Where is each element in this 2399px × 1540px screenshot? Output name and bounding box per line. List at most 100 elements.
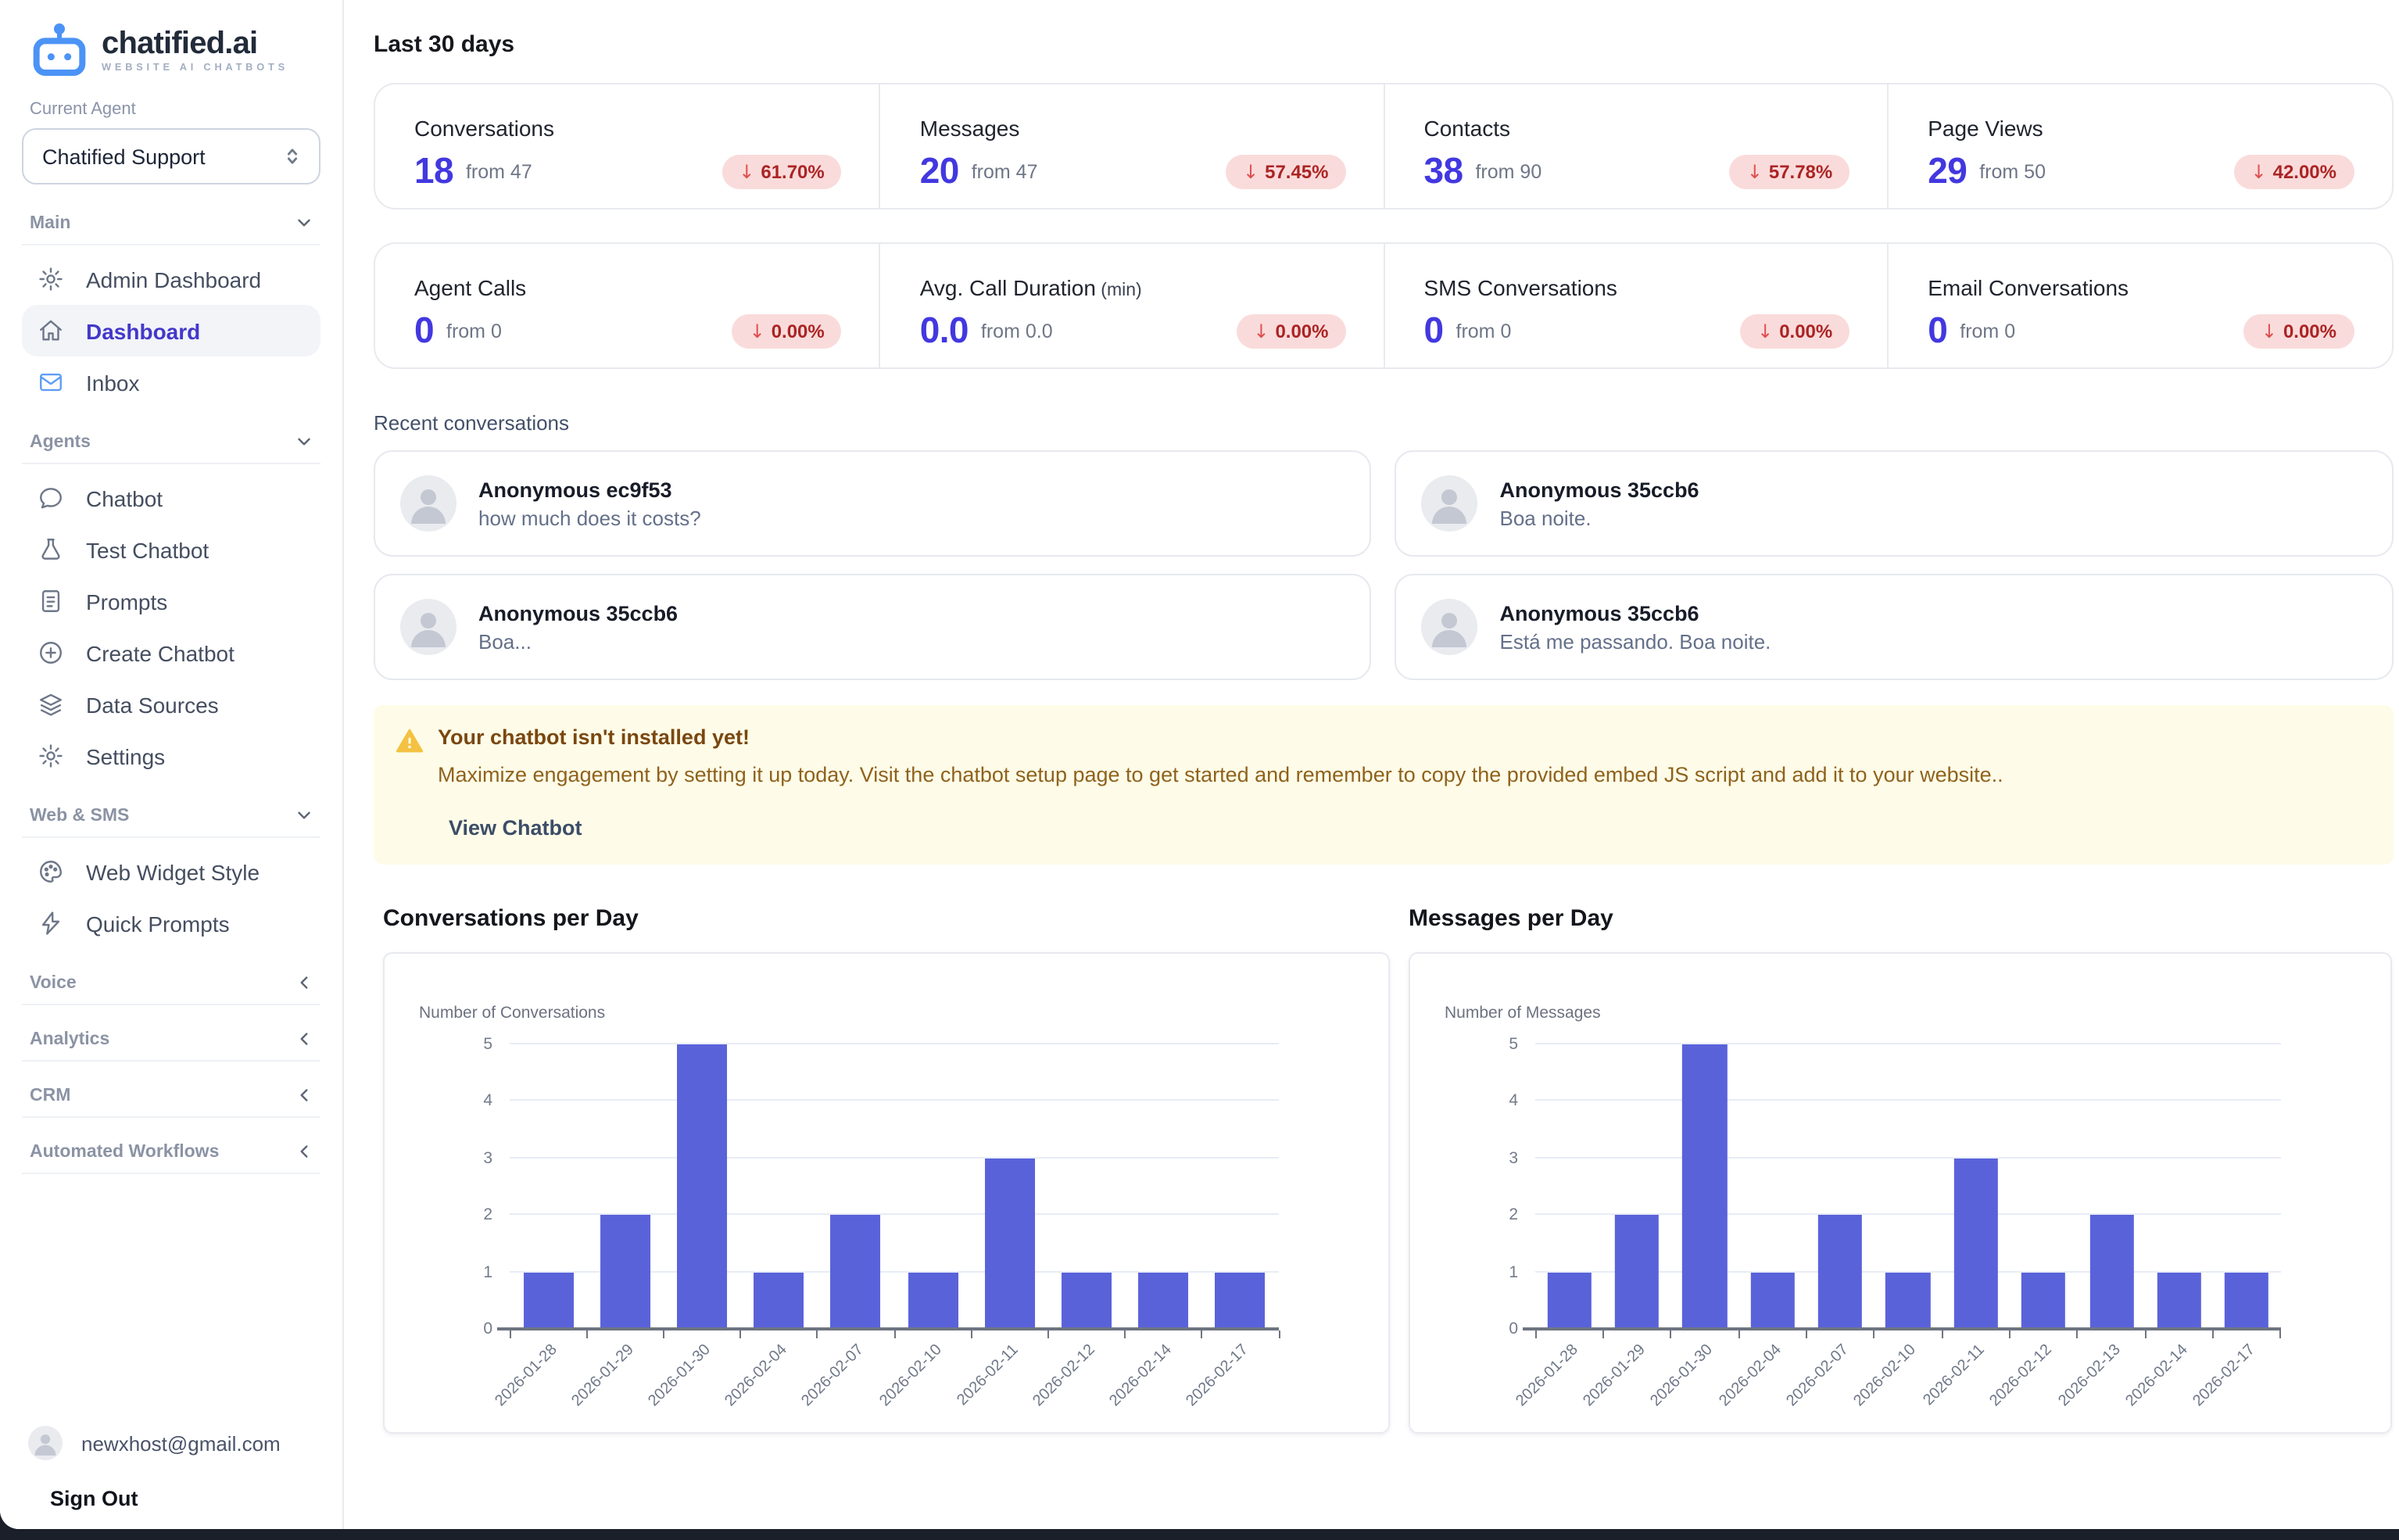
y-tick-label: 5 (1509, 1035, 1518, 1054)
sidebar-item-label: Inbox (86, 370, 140, 395)
bar-slot: 2026-02-11 (954, 1044, 1050, 1409)
x-tick-label: 2026-02-12 (1029, 1341, 1099, 1410)
select-updown-icon (281, 145, 303, 167)
x-tick-label: 2026-02-10 (1851, 1341, 1921, 1410)
bar-slot: 2026-02-14 (2122, 1044, 2215, 1410)
conversation-texts: Anonymous ec9f53 how much does it costs? (478, 478, 701, 529)
sidebar-item-settings[interactable]: Settings (22, 730, 320, 782)
y-tick-label: 1 (483, 1262, 492, 1282)
bar-slot: 2026-02-07 (1784, 1044, 1876, 1410)
stat-from: from 0.0 (980, 320, 1053, 342)
conversation-texts: Anonymous 35ccb6 Está me passando. Boa no… (1500, 601, 1771, 653)
sidebar-section-header[interactable]: Automated Workflows (22, 1129, 320, 1174)
stat-value-row: 0 from 0 ↓ 0.00% (414, 310, 842, 352)
sidebar-section-header[interactable]: Main (22, 200, 320, 245)
stat-card: Agent Calls 0 from 0 ↓ 0.00% (375, 244, 879, 367)
sidebar-section-header[interactable]: Web & SMS (22, 793, 320, 838)
sidebar-item-label: Settings (86, 743, 166, 768)
conversation-card[interactable]: Anonymous 35ccb6 Boa noite. (1395, 450, 2393, 557)
home-icon (38, 317, 64, 344)
bar (984, 1158, 1035, 1329)
conversation-name: Anonymous ec9f53 (478, 478, 672, 501)
recent-conversations: Anonymous ec9f53 how much does it costs? A… (374, 450, 2393, 680)
warning-icon (396, 725, 424, 843)
chevron-left-icon (294, 1141, 314, 1162)
gridline (510, 1270, 1279, 1273)
bar (523, 1272, 574, 1329)
chat-bubble-icon (38, 485, 64, 511)
sidebar-item-label: Web Widget Style (86, 859, 260, 884)
stat-label: SMS Conversations (1423, 275, 1617, 300)
sidebar-group-analytics: Analytics (22, 1016, 320, 1062)
sidebar-item-test-chatbot[interactable]: Test Chatbot (22, 524, 320, 575)
stat-change-value: 0.00% (1275, 320, 1329, 342)
stat-value-row: 29 from 50 ↓ 42.00% (1928, 150, 2354, 192)
plus-circle-icon (38, 639, 64, 666)
sidebar-item-web-widget-style[interactable]: Web Widget Style (22, 846, 320, 897)
gridline (1535, 1099, 2281, 1101)
sidebar-item-chatbot[interactable]: Chatbot (22, 472, 320, 524)
user-account[interactable]: newxhost@gmail.com (28, 1426, 320, 1460)
sidebar-item-quick-prompts[interactable]: Quick Prompts (22, 897, 320, 949)
conversation-name: Anonymous 35ccb6 (478, 601, 679, 625)
sidebar-nav: Main Admin Dashboard Dashboard Inbox Agents C… (22, 200, 320, 1185)
bar (677, 1044, 727, 1329)
agent-select[interactable]: Chatified Support (22, 128, 320, 184)
stat-change-badge: ↓ 0.00% (1236, 313, 1346, 348)
bar (1062, 1272, 1112, 1329)
stat-value: 0 (1928, 310, 1948, 350)
stat-value: 0 (1423, 310, 1445, 350)
logo[interactable]: chatified.ai WEBSITE AI CHATBOTS (22, 22, 320, 80)
sidebar-item-label: Create Chatbot (86, 640, 235, 665)
avatar (400, 599, 457, 655)
sidebar-item-data-sources[interactable]: Data Sources (22, 679, 320, 730)
sidebar-section-label: Main (30, 213, 71, 232)
stat-change-badge: ↓ 42.00% (2233, 154, 2354, 188)
bar-slot: 2026-02-04 (722, 1044, 819, 1410)
stats-row-1: Conversations 18 from 47 ↓ 61.70% Messages 20 f… (374, 83, 2393, 210)
bar (600, 1215, 650, 1329)
stat-value-row: 18 from 47 ↓ 61.70% (414, 150, 842, 192)
sidebar-item-label: Admin Dashboard (86, 267, 262, 292)
sidebar-item-inbox[interactable]: Inbox (22, 356, 320, 408)
sidebar-section-label: Web & SMS (30, 806, 130, 825)
chart-title-messages: Messages per Day (1409, 905, 1613, 932)
sidebar-section-header[interactable]: Agents (22, 419, 320, 464)
recent-conversations-title: Recent conversations (374, 411, 570, 435)
stat-from: from 90 (1475, 160, 1542, 182)
stat-label: Contacts (1423, 116, 1511, 141)
y-tick-label: 5 (483, 1035, 492, 1054)
sidebar-group-crm: CRM (22, 1073, 320, 1118)
x-tick-label: 2026-02-07 (1783, 1341, 1853, 1410)
stat-label: Conversations (414, 116, 554, 141)
conversation-card[interactable]: Anonymous 35ccb6 Está me passando. Boa no… (1395, 574, 2393, 680)
avatar (1421, 599, 1478, 655)
bar (1614, 1215, 1660, 1329)
conversation-card[interactable]: Anonymous 35ccb6 Boa... (374, 574, 1372, 680)
sidebar-item-prompts[interactable]: Prompts (22, 575, 320, 627)
view-chatbot-link[interactable]: View Chatbot (449, 816, 582, 840)
stat-from: from 0 (1960, 320, 2016, 342)
sidebar-section-header[interactable]: Analytics (22, 1016, 320, 1062)
conversation-name: Anonymous 35ccb6 (1499, 601, 1699, 625)
y-tick-label: 3 (1509, 1148, 1518, 1168)
sign-out-button[interactable]: Sign Out (50, 1487, 138, 1510)
stat-card: Page Views 29 from 50 ↓ 42.00% (1887, 84, 2391, 208)
current-agent-label: Current Agent (30, 100, 136, 119)
sidebar-section-header[interactable]: CRM (22, 1073, 320, 1118)
stat-change-value: 42.00% (2272, 160, 2336, 182)
conversation-message: Boa... (478, 629, 532, 653)
conversation-name: Anonymous 35ccb6 (1499, 478, 1699, 501)
sidebar-section-header[interactable]: Voice (22, 960, 320, 1005)
conversation-card[interactable]: Anonymous ec9f53 how much does it costs? (374, 450, 1372, 557)
bar-slot: 2026-02-12 (1030, 1044, 1126, 1410)
x-tick-label: 2026-02-17 (1183, 1341, 1253, 1410)
bar (2157, 1272, 2201, 1329)
sidebar-item-dashboard[interactable]: Dashboard (22, 305, 320, 356)
bar-slot: 2026-02-13 (2055, 1044, 2147, 1410)
y-axis-label: Number of Conversations (419, 1004, 606, 1022)
sidebar-item-admin-dashboard[interactable]: Admin Dashboard (22, 253, 320, 305)
sidebar-item-create-chatbot[interactable]: Create Chatbot (22, 627, 320, 679)
install-warning-banner: Your chatbot isn't installed yet! Maximi… (374, 705, 2393, 865)
x-tick-label: 2026-02-17 (2190, 1341, 2260, 1410)
